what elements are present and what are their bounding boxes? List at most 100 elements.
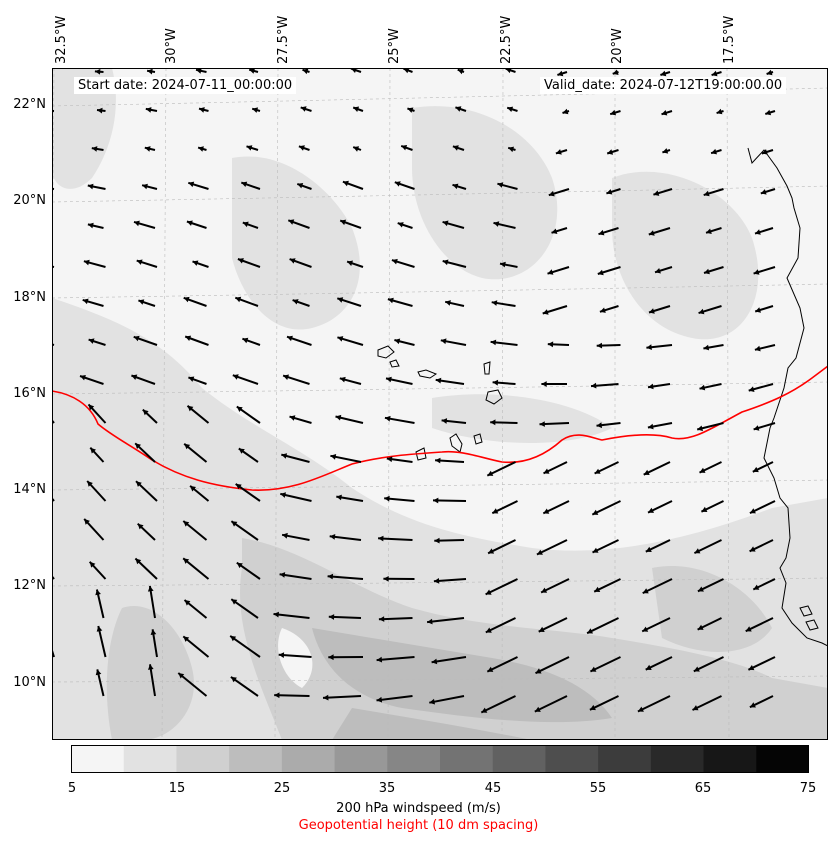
wind-arrow-head (300, 106, 307, 112)
wind-arrow-head (281, 453, 288, 459)
wind-arrow-head (612, 69, 619, 75)
wind-arrow-head (135, 443, 141, 449)
lat-label-22N: 22°N (13, 97, 46, 112)
wind-arrow-head (766, 69, 773, 76)
wind-arrow-head (596, 342, 603, 349)
wind-arrow-head (562, 108, 569, 115)
wind-arrow-head (231, 599, 238, 605)
cape-verde-santo-antao (377, 345, 395, 359)
wind-arrow-shaft (485, 617, 516, 634)
wind-arrow-head (589, 704, 596, 711)
wind-arrow-head (394, 181, 401, 187)
lat-label-20N: 20°N (13, 193, 46, 208)
wind-arrow-head (376, 656, 383, 663)
wind-arrow-head (95, 669, 102, 676)
wind-arrow-head (249, 68, 255, 74)
wind-arrow-head (648, 230, 655, 236)
wind-arrow-head (184, 443, 191, 450)
colorbar-bin (650, 745, 705, 773)
wind-arrow-shaft (328, 615, 362, 619)
cape-verde-santiago (449, 433, 463, 453)
cape-verde-sao-vicente (389, 359, 400, 368)
colorbar-bin (492, 745, 546, 773)
wind-arrow-head (442, 259, 449, 266)
wind-arrow-head (693, 666, 700, 672)
wind-arrow-shaft (692, 695, 722, 711)
wind-arrow-head (198, 146, 204, 152)
wind-arrow-head (648, 507, 654, 513)
wind-arrow-head (287, 335, 293, 342)
wind-arrow-shaft (535, 656, 570, 675)
colorbar-bin (598, 745, 652, 773)
wind-arrow-head (95, 589, 101, 596)
wind-arrow-head (279, 572, 286, 578)
wind-arrow-head (753, 269, 760, 275)
wind-arrow-head (535, 668, 542, 674)
wind-arrow-shaft (280, 492, 312, 502)
lon-label-27.5W: 27.5°W (276, 15, 291, 64)
wind-arrow-head (716, 108, 723, 115)
wind-arrow-head (183, 636, 190, 642)
wind-arrow-head (761, 149, 768, 155)
lat-label-14N: 14°N (13, 482, 46, 497)
wind-arrow-head (431, 658, 438, 665)
wind-arrow-shaft (229, 635, 261, 658)
wind-arrow-shaft (642, 578, 673, 595)
wind-arrow-head (394, 338, 401, 345)
wind-arrow-head (188, 376, 195, 382)
wind-arrow-shaft (432, 499, 467, 502)
wind-arrow-head (555, 149, 562, 155)
wind-arrow-shaft (480, 695, 516, 714)
wind-arrow-shaft (327, 575, 364, 580)
wind-arrow-head (230, 676, 237, 683)
wind-arrow-head (242, 337, 249, 344)
wind-arrow-head (497, 182, 504, 188)
colorbar-tick-35: 35 (378, 781, 396, 796)
wind-arrow-head (704, 268, 710, 275)
wind-arrow-head (347, 260, 353, 266)
wind-arrow-head (199, 107, 205, 113)
wind-arrow-head (692, 705, 699, 711)
wind-arrow-shaft (378, 537, 413, 541)
wind-arrow-head (274, 692, 280, 699)
wind-arrow-head (136, 259, 143, 265)
wind-arrow-shaft (376, 656, 415, 662)
cape-verde-maio (473, 433, 483, 445)
wind-arrow-head (148, 664, 154, 670)
wind-arrow-head (289, 415, 296, 421)
wind-arrow-shaft (182, 557, 210, 580)
wind-arrow-shaft (230, 676, 259, 697)
wind-arrow-head (353, 146, 360, 152)
lon-label-30W: 30°W (164, 28, 179, 64)
wind-arrow-shaft (589, 656, 621, 673)
coastlines (377, 147, 828, 647)
wind-arrow-head (89, 561, 96, 568)
wind-arrow-head (697, 586, 704, 592)
wind-arrow-head (507, 106, 514, 112)
wind-arrow-head (241, 181, 248, 187)
wind-arrow-head (136, 481, 142, 487)
wind-arrow-head (648, 383, 654, 390)
wind-arrow-head (88, 338, 95, 344)
wind-arrow-head (749, 546, 756, 552)
wind-arrow-shaft (534, 695, 568, 713)
wind-arrow-head (637, 706, 644, 712)
wind-arrow-head (647, 423, 654, 430)
wind-arrow-head (753, 425, 760, 431)
wind-arrow-head (508, 146, 514, 153)
wind-arrow-head (435, 377, 442, 384)
colorbar-bin (123, 745, 177, 773)
wind-arrow-head (698, 308, 705, 315)
wind-arrow-head (82, 298, 89, 305)
wind-arrow-head (547, 341, 554, 348)
wind-arrow-head (662, 148, 669, 154)
wind-arrow-head (391, 258, 398, 265)
wind-arrow-head (235, 296, 242, 303)
wind-arrow-shaft (274, 694, 310, 697)
wind-arrow-head (490, 339, 497, 346)
wind-arrow-shaft (431, 656, 467, 664)
wind-arrow-head (97, 107, 103, 114)
wind-arrow-head (327, 573, 334, 580)
wind-arrow-head (384, 495, 390, 502)
wind-arrow-head (288, 219, 295, 225)
